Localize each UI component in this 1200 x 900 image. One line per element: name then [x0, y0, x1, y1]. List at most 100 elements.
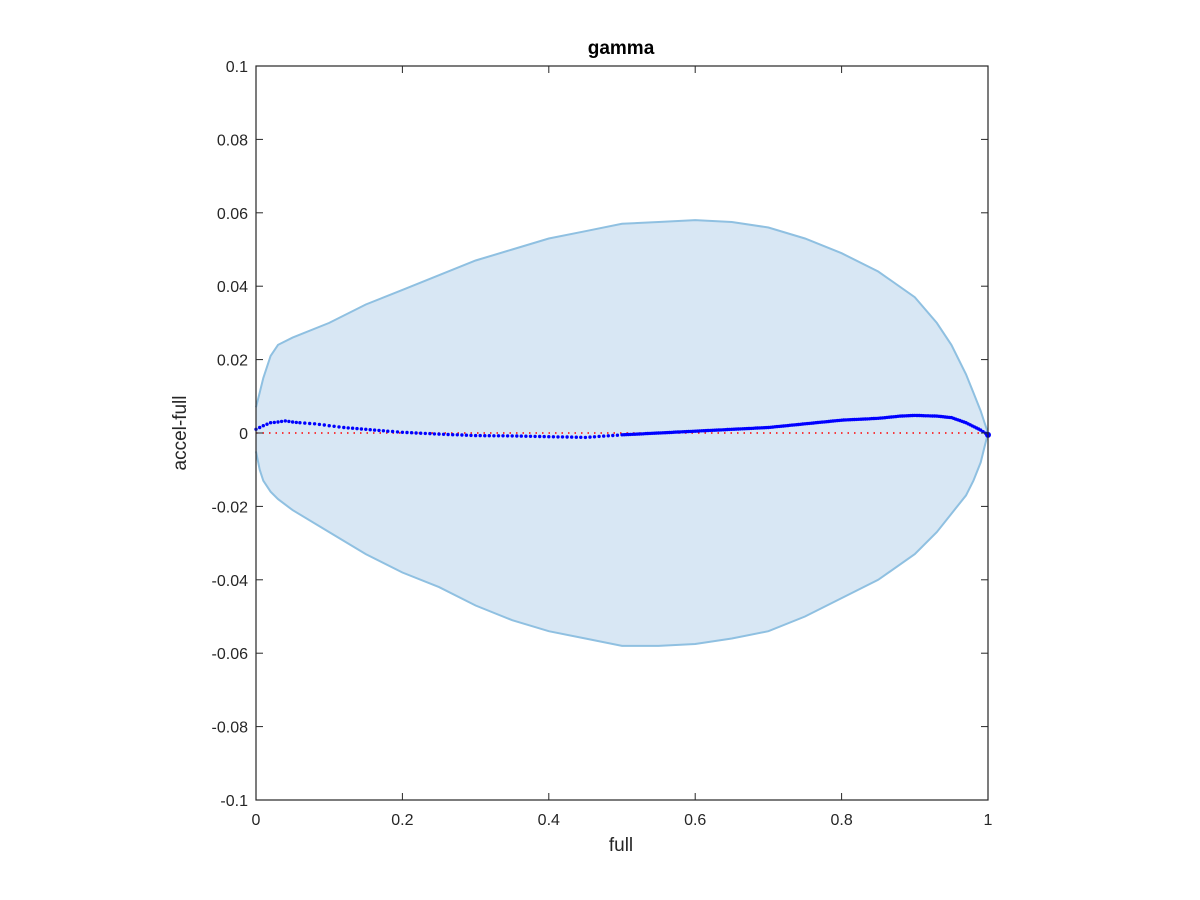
series-point	[528, 434, 533, 438]
series-point	[473, 433, 478, 438]
series-point	[327, 424, 331, 428]
series-point	[405, 430, 409, 435]
y-tick-label: -0.08	[212, 720, 249, 737]
series-point	[303, 421, 307, 425]
series-point	[588, 435, 592, 439]
series-point	[510, 434, 514, 438]
series-point	[542, 434, 546, 439]
y-tick-label: 0.02	[217, 353, 248, 370]
y-tick-label: -0.06	[212, 646, 249, 663]
series-point	[355, 426, 359, 431]
series-point	[322, 423, 326, 427]
y-tick-label: 0.04	[217, 279, 248, 296]
series-point	[524, 434, 528, 438]
series-point	[390, 429, 395, 434]
series-point	[556, 435, 560, 439]
series-point	[597, 434, 601, 439]
x-tick-label: 0	[252, 812, 261, 829]
series-point	[464, 433, 469, 437]
series-point	[414, 431, 418, 435]
series-point	[287, 419, 291, 424]
series-point	[469, 433, 473, 438]
y-tick-label: 0.06	[217, 206, 248, 223]
series-point	[346, 426, 350, 430]
tick-labels: 0 0.2 0.4 0.6 0.8 1 0.1 0.08 0.06 0.04 0.02 0 -0.02 -…	[212, 59, 993, 829]
series-point	[551, 435, 556, 439]
series-point	[359, 427, 364, 431]
series-point	[455, 433, 459, 437]
series-point	[276, 420, 280, 424]
series-point	[377, 428, 381, 433]
series-point	[279, 419, 284, 424]
series-point	[290, 420, 295, 424]
series-point	[432, 432, 437, 436]
series-point	[308, 421, 312, 426]
series-point	[258, 425, 262, 430]
series-point	[574, 435, 578, 439]
series-point	[570, 435, 574, 439]
series-point	[298, 421, 302, 425]
band-lower-edge	[255, 432, 989, 647]
series-point	[381, 429, 386, 433]
y-tick-label: -0.1	[220, 793, 248, 810]
series-point	[283, 419, 287, 423]
series-point	[505, 434, 510, 438]
x-tick-label: 0.6	[684, 812, 706, 829]
x-tick-label: 0.4	[538, 812, 560, 829]
y-tick-label: 0.08	[217, 132, 248, 149]
series-point	[364, 427, 368, 431]
series-point	[342, 425, 346, 430]
confidence-band	[256, 220, 988, 646]
series-point	[441, 432, 446, 436]
series-point	[592, 435, 597, 439]
series-point	[606, 434, 610, 438]
y-tick-label: -0.04	[212, 573, 249, 590]
series-point	[483, 434, 487, 438]
series-point	[261, 424, 265, 428]
series-point	[419, 431, 423, 435]
series-point	[446, 432, 450, 437]
series-point	[515, 434, 519, 438]
series-0	[254, 413, 991, 440]
series-point	[487, 434, 491, 438]
series-point	[547, 435, 551, 439]
series-point	[423, 431, 427, 436]
series-point	[496, 434, 501, 438]
series-point	[428, 431, 432, 436]
y-axis-label: accel-full	[170, 396, 191, 471]
series-point	[294, 420, 298, 425]
axes	[255, 65, 989, 801]
series-point	[451, 433, 455, 437]
series-point	[501, 434, 505, 438]
series-point	[337, 425, 341, 429]
series-point	[350, 426, 355, 430]
series-point	[615, 433, 620, 437]
series-point	[368, 428, 372, 432]
x-tick-label: 0.8	[830, 812, 852, 829]
series-point	[312, 422, 317, 426]
series-point	[395, 430, 400, 434]
y-tick-label: 0.1	[226, 59, 248, 76]
band-upper-edge	[255, 219, 989, 434]
series-point	[437, 432, 441, 436]
y-tick-label: -0.02	[212, 499, 249, 516]
series-point	[979, 428, 983, 432]
x-tick-label: 1	[984, 812, 993, 829]
chart-title: gamma	[588, 38, 655, 59]
x-tick-label: 0.2	[391, 812, 413, 829]
series-point	[409, 431, 414, 435]
x-axis-label: full	[609, 835, 633, 856]
series-point	[386, 429, 390, 433]
series-point	[372, 428, 377, 432]
series-point	[583, 435, 588, 440]
series-point	[565, 435, 569, 439]
series-point	[317, 422, 322, 427]
series-point	[492, 434, 496, 438]
series-point	[611, 433, 615, 438]
series-point	[332, 424, 336, 428]
series-point	[560, 435, 565, 439]
series-point	[538, 434, 542, 439]
series-point	[265, 422, 269, 426]
series-point	[268, 421, 273, 425]
